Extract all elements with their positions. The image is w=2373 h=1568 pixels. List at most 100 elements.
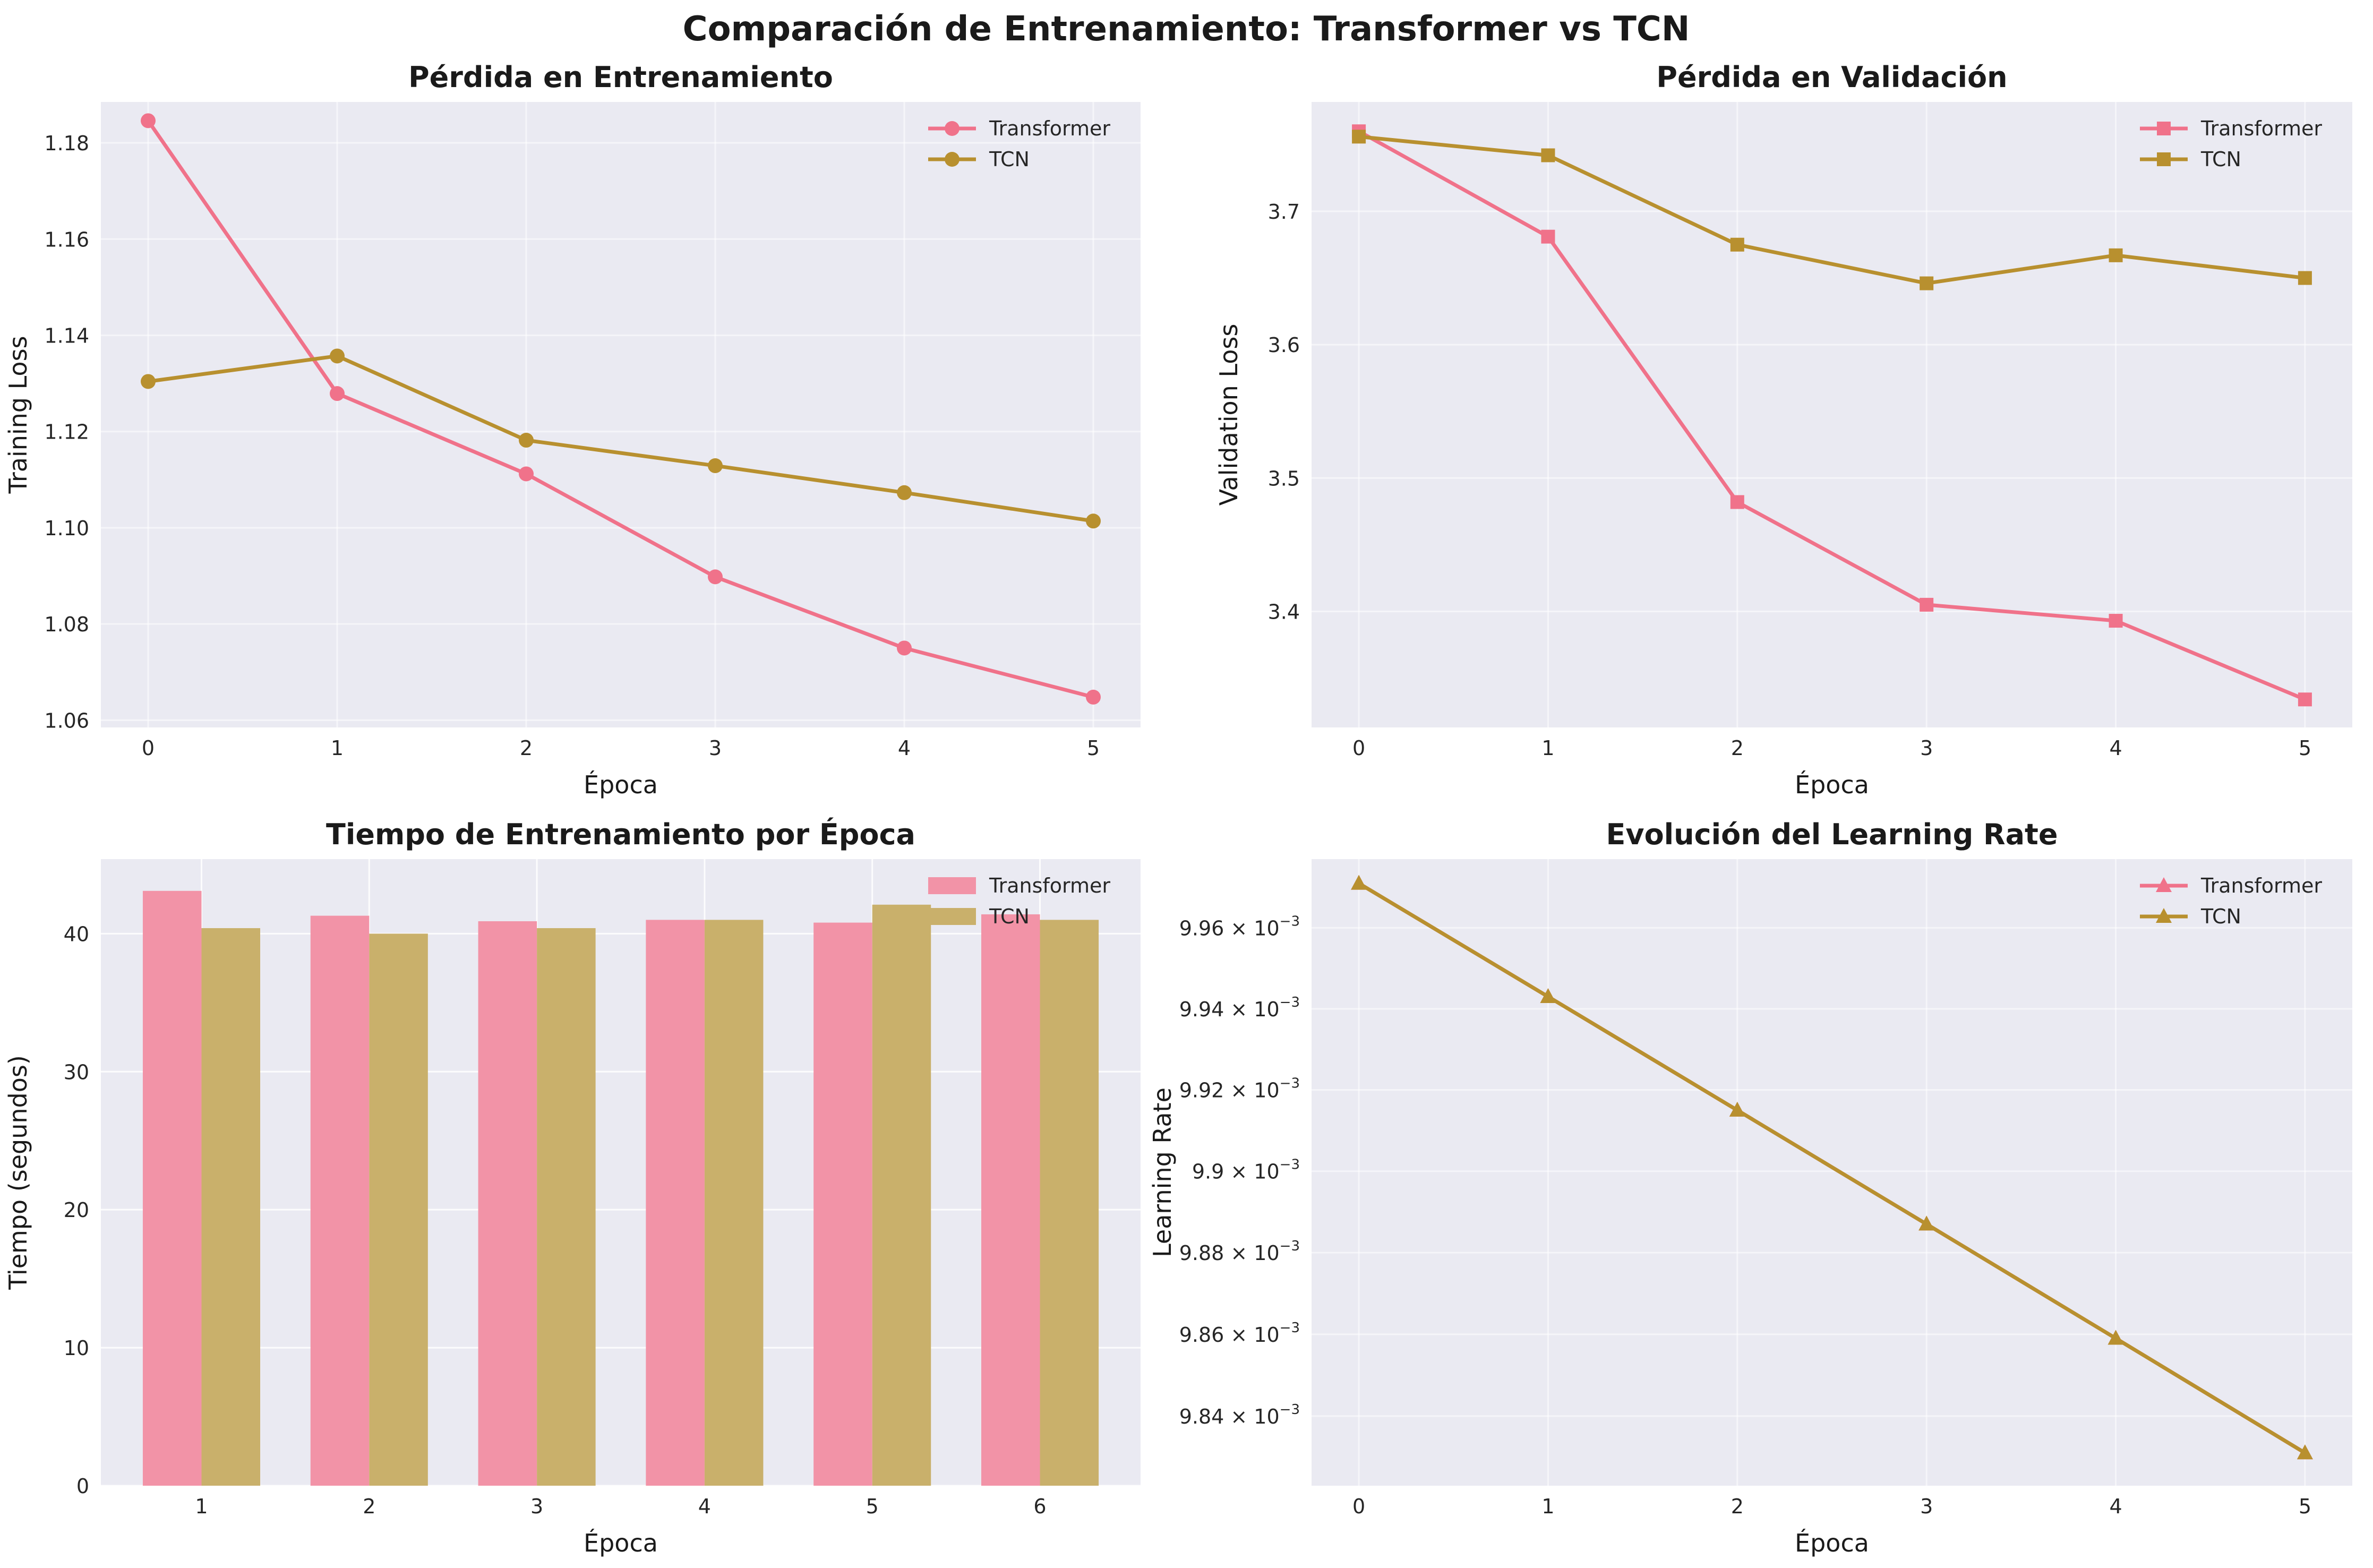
- x-tick-label: 2: [520, 736, 533, 760]
- plot-area: [1312, 859, 2352, 1486]
- series-line-transformer: [1358, 130, 2306, 701]
- bar-transformer: [478, 921, 537, 1486]
- y-tick-label: 9.94 × 10−3: [1179, 995, 1300, 1021]
- y-axis-label: Validation Loss: [1214, 324, 1243, 506]
- x-tick-label: 0: [1352, 736, 1365, 760]
- panel-title: Evolución del Learning Rate: [1606, 818, 2058, 851]
- series-line-tcn: [1358, 134, 2306, 286]
- y-tick-label: 20: [64, 1198, 89, 1222]
- legend-label: Transformer: [989, 117, 1110, 140]
- legend-swatch: [928, 908, 976, 925]
- data-point-transformer: [708, 569, 723, 585]
- series-line-tcn: [1358, 881, 2306, 1455]
- y-tick-label: 1.16: [44, 228, 89, 251]
- legend-marker: [2156, 877, 2172, 892]
- legend-marker: [2156, 908, 2172, 923]
- bar-tcn: [872, 904, 931, 1486]
- y-tick-label: 40: [64, 922, 89, 946]
- data-point-transformer: [519, 466, 534, 482]
- data-point-tcn: [1541, 148, 1555, 162]
- data-point-tcn: [1351, 875, 1367, 890]
- x-tick-label: 5: [866, 1495, 879, 1518]
- x-tick-label: 4: [698, 1495, 711, 1518]
- x-tick-label: 2: [1731, 1495, 1744, 1518]
- data-point-transformer: [1086, 689, 1101, 705]
- y-tick-label: 3.6: [1268, 333, 1300, 357]
- series-line-transformer: [147, 119, 1094, 699]
- y-tick-label: 9.9 × 10−3: [1192, 1157, 1300, 1184]
- legend-label: TCN: [2200, 905, 2241, 928]
- x-tick-label: 3: [1920, 1495, 1933, 1518]
- legend-marker: [2157, 122, 2171, 135]
- x-tick-label: 1: [1541, 1495, 1554, 1518]
- x-tick-label: 0: [1352, 1495, 1365, 1518]
- data-point-transformer: [1920, 597, 1934, 612]
- data-point-tcn: [1729, 1101, 1745, 1117]
- x-tick-label: 6: [1033, 1495, 1046, 1518]
- x-tick-label: 4: [898, 736, 911, 760]
- data-point-tcn: [897, 485, 912, 500]
- bar-transformer: [981, 914, 1040, 1486]
- y-tick-label: 10: [64, 1336, 89, 1360]
- legend-label: TCN: [2200, 148, 2241, 171]
- bar-transformer: [813, 922, 872, 1486]
- legend-marker: [945, 121, 960, 136]
- bar-tcn: [369, 933, 428, 1486]
- bar-tcn: [201, 928, 261, 1486]
- y-tick-label: 3.4: [1268, 600, 1300, 623]
- data-point-transformer: [2109, 614, 2123, 628]
- bar-transformer: [142, 890, 202, 1486]
- legend-swatch: [928, 877, 976, 894]
- data-point-tcn: [2298, 271, 2312, 285]
- panel-epoch-time: 1 2 3 4 5 6 0 10 20 30 40 Tiempo de Entrenamiento p…: [4, 818, 1141, 1557]
- data-point-tcn: [1540, 988, 1556, 1003]
- plot-area: [101, 859, 1141, 1486]
- y-tick-label: 3.5: [1268, 467, 1300, 490]
- x-tick-label: 5: [2299, 1495, 2311, 1518]
- plot-area: [101, 102, 1141, 727]
- data-point-tcn: [1920, 276, 1934, 290]
- bar-tcn: [704, 920, 764, 1486]
- y-tick-label: 9.92 × 10−3: [1179, 1076, 1300, 1102]
- x-tick-label: 0: [142, 736, 155, 760]
- x-axis-label: Época: [1795, 770, 1869, 799]
- panel-validation-loss: 0 1 2 3 4 5 3.4 3.5 3.6 3.7 Pérdida en Validación É…: [1214, 61, 2352, 799]
- data-point-tcn: [330, 348, 345, 364]
- y-tick-label: 1.18: [44, 132, 89, 155]
- x-axis-label: Época: [1795, 1529, 1869, 1557]
- bar-transformer: [310, 915, 370, 1486]
- x-axis-label: Época: [584, 1529, 658, 1557]
- x-tick-label: 3: [530, 1495, 543, 1518]
- panel-title: Tiempo de Entrenamiento por Época: [326, 818, 915, 851]
- bar-tcn: [537, 928, 596, 1486]
- data-point-transformer: [897, 640, 912, 656]
- x-tick-label: 2: [363, 1495, 375, 1518]
- x-tick-label: 3: [1920, 736, 1933, 760]
- data-point-transformer: [330, 386, 345, 401]
- data-point-transformer: [2298, 692, 2312, 707]
- legend-label: TCN: [989, 148, 1030, 171]
- bar-tcn: [1040, 920, 1099, 1486]
- x-tick-label: 5: [1087, 736, 1100, 760]
- figure-title: Comparación de Entrenamiento: Transforme…: [683, 10, 1690, 49]
- data-point-transformer: [1730, 495, 1744, 509]
- y-tick-label: 1.08: [44, 613, 89, 636]
- y-axis-label: Learning Rate: [1148, 1087, 1177, 1257]
- y-tick-label: 9.96 × 10−3: [1179, 913, 1300, 940]
- y-tick-label: 1.12: [44, 421, 89, 444]
- y-tick-label: 1.14: [44, 324, 89, 347]
- y-tick-label: 1.10: [44, 517, 89, 540]
- y-tick-label: 30: [64, 1060, 89, 1084]
- x-tick-label: 3: [709, 736, 722, 760]
- panel-title: Pérdida en Validación: [1656, 61, 2007, 94]
- x-tick-label: 1: [195, 1495, 208, 1518]
- panel-learning-rate: 0 1 2 3 4 5 9.84 × 10−3 9.86 × 10−3 9.88 × 10−3 9…: [1148, 818, 2352, 1557]
- y-tick-label: 9.88 × 10−3: [1179, 1238, 1300, 1265]
- data-point-tcn: [2297, 1444, 2313, 1460]
- y-axis-label: Tiempo (segundos): [4, 1055, 32, 1290]
- x-tick-label: 2: [1731, 736, 1744, 760]
- data-point-tcn: [2108, 1330, 2124, 1345]
- y-tick-label: 3.7: [1268, 200, 1300, 224]
- data-point-transformer: [1541, 229, 1555, 244]
